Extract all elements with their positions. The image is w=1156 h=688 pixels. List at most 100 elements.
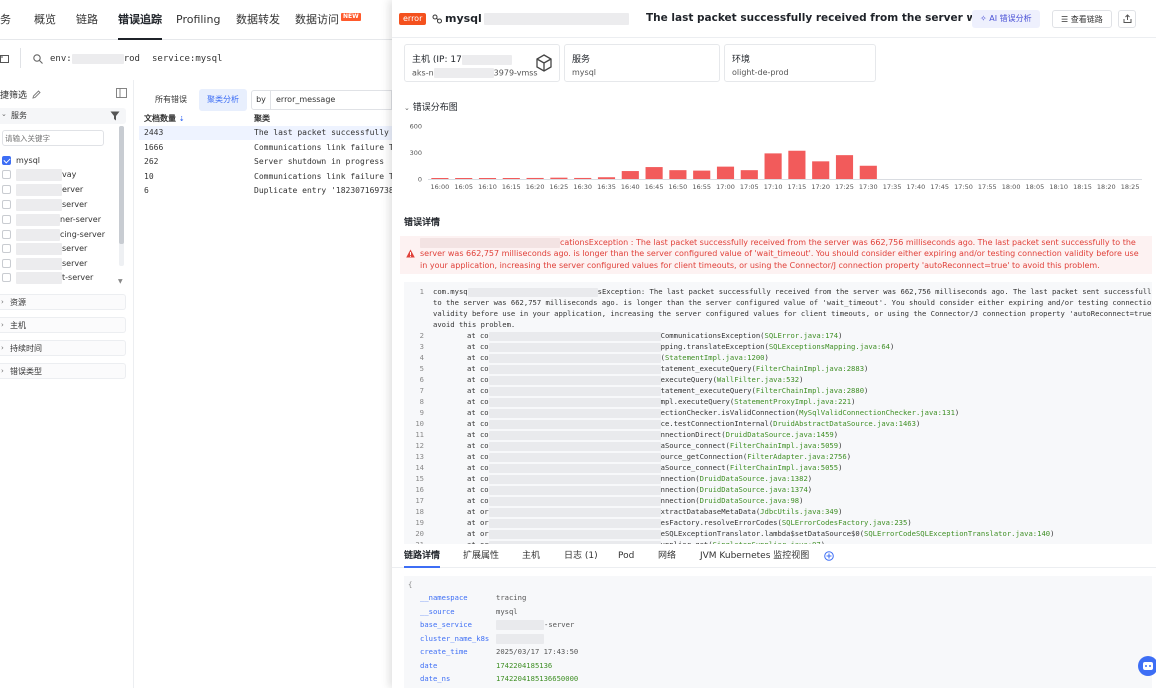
service-search-input[interactable] <box>2 130 104 146</box>
service-list-scrollbar[interactable] <box>119 126 124 266</box>
add-tab-icon[interactable] <box>824 551 834 561</box>
checkbox[interactable] <box>2 273 11 282</box>
chart-bar[interactable] <box>979 178 996 179</box>
chart-bar[interactable] <box>835 155 854 179</box>
chart-bar[interactable] <box>550 177 568 179</box>
service-option[interactable]: server <box>0 257 110 271</box>
sort-icon[interactable]: ⇣ <box>178 115 185 123</box>
chart-bar[interactable] <box>1098 178 1115 179</box>
chart-bar[interactable] <box>574 177 592 179</box>
service-option[interactable]: vay <box>0 168 110 182</box>
chart-bar[interactable] <box>1050 178 1067 179</box>
tab-jvm-kubernetes[interactable]: JVM Kubernetes 监控视图 <box>700 551 810 561</box>
chart-bar[interactable] <box>621 171 639 179</box>
tab-extended-attributes[interactable]: 扩展属性 <box>463 551 500 561</box>
table-row[interactable]: 2443 The last packet successfully rece <box>139 126 413 140</box>
tab-all-errors[interactable]: 所有错误 <box>155 95 187 104</box>
dist-section-header[interactable]: ⌄ 错误分布图 <box>404 100 458 113</box>
tab-logs[interactable]: 日志 (1) <box>564 551 598 561</box>
nav-item-overview[interactable]: 概览 <box>34 13 56 26</box>
view-trace-button[interactable]: ☰ 查看链路 <box>1052 10 1112 28</box>
nav-item-data-access[interactable]: 数据访问 NEW <box>295 0 361 40</box>
search-bar[interactable]: env: rod service:mysql <box>0 44 392 74</box>
service-option[interactable]: ner-server <box>0 213 110 227</box>
chart-bar[interactable] <box>455 178 473 179</box>
chart-bar[interactable] <box>1026 178 1043 179</box>
ai-analysis-button[interactable]: ✧ AI 错误分析 <box>972 10 1040 28</box>
filter-chip-service[interactable]: service:mysql <box>152 54 223 64</box>
code-text: at co ource_getConnection(FilterAdapter.j… <box>433 451 851 462</box>
chart-bar[interactable] <box>597 177 616 179</box>
filter-section-service[interactable]: ⌄ 服务 <box>0 108 126 124</box>
chart-bar[interactable] <box>502 178 520 179</box>
checkbox[interactable] <box>2 244 11 253</box>
chart-bar[interactable] <box>884 178 901 179</box>
nav-item-traces[interactable]: 链路 <box>76 13 98 26</box>
service-option[interactable]: erver <box>0 183 110 197</box>
checkbox[interactable] <box>2 259 11 268</box>
attribute-value: 1742204185136 <box>496 660 552 672</box>
chart-bar[interactable] <box>431 178 449 179</box>
chart-bar[interactable] <box>788 150 806 179</box>
table-row[interactable]: 1666 Communications link failure The l <box>139 141 413 155</box>
share-button[interactable] <box>1118 10 1136 28</box>
tab-network[interactable]: 网络 <box>658 551 677 561</box>
scrollbar-thumb[interactable] <box>119 126 124 244</box>
checkbox-checked[interactable] <box>2 156 11 165</box>
tab-host[interactable]: 主机 <box>522 551 541 561</box>
filter-section-error-type[interactable]: › 错误类型 <box>0 363 126 379</box>
filter-icon[interactable] <box>110 111 120 121</box>
service-option[interactable]: server <box>0 242 110 256</box>
chart-bar[interactable] <box>931 178 948 179</box>
chart-bar[interactable] <box>764 153 782 179</box>
chart-bar[interactable] <box>1074 178 1091 179</box>
chart-bar[interactable] <box>859 165 877 179</box>
chart-bar[interactable] <box>693 170 711 179</box>
filter-section-resource[interactable]: › 资源 <box>0 294 126 310</box>
service-search-field[interactable] <box>3 131 101 145</box>
checkbox[interactable] <box>2 200 11 209</box>
table-row[interactable]: 6 Duplicate entry '1823071697388343 <box>139 184 413 198</box>
x-tick-label: 18:20 <box>1097 183 1116 191</box>
service-option[interactable]: server <box>0 198 110 212</box>
chart-bar[interactable] <box>716 166 735 179</box>
nav-item-profiling[interactable]: Profiling <box>176 13 221 26</box>
collapse-panel-icon[interactable] <box>116 88 127 98</box>
table-row[interactable]: 10 Communications link failure The l <box>139 170 413 184</box>
chart-bar[interactable] <box>812 161 830 179</box>
scroll-down-icon[interactable]: ▼ <box>118 278 123 285</box>
line-number: 14 <box>415 463 424 472</box>
chart-bar[interactable] <box>526 177 544 179</box>
filter-chip-env[interactable]: env: rod <box>50 51 140 67</box>
checkbox[interactable] <box>2 185 11 194</box>
col-count-header[interactable]: 文档数量 ⇣ <box>144 112 185 126</box>
checkbox[interactable] <box>2 215 11 224</box>
checkbox[interactable] <box>2 230 11 239</box>
nav-item-error-tracking[interactable]: 错误追踪 <box>118 0 162 40</box>
service-option-mysql[interactable]: mysql <box>0 154 110 168</box>
tab-trace-details[interactable]: 链路详情 <box>404 544 441 568</box>
nav-item-data-forwarding[interactable]: 数据转发 <box>236 13 280 26</box>
chart-bar[interactable] <box>740 170 758 179</box>
filter-section-duration[interactable]: › 持续时间 <box>0 340 126 356</box>
service-option[interactable]: t-server <box>0 271 110 285</box>
chart-bar[interactable] <box>645 167 663 179</box>
chart-bar[interactable] <box>1003 178 1020 179</box>
group-by-select[interactable]: error_message <box>270 90 392 110</box>
nav-item-services[interactable]: 务 <box>0 13 11 26</box>
edit-icon[interactable] <box>32 90 41 99</box>
chart-bar[interactable] <box>669 170 687 179</box>
chart-bar[interactable] <box>955 178 972 179</box>
service-option[interactable]: cing-server <box>0 228 110 242</box>
chart-bar[interactable] <box>478 178 497 179</box>
save-icon[interactable] <box>0 54 10 64</box>
table-row[interactable]: 262 Server shutdown in progress <box>139 155 392 169</box>
chart-bar[interactable] <box>907 178 924 179</box>
chart-bar[interactable] <box>1122 178 1139 179</box>
checkbox[interactable] <box>2 170 11 179</box>
tab-cluster-analysis[interactable]: 聚类分析 <box>199 89 247 111</box>
tab-pod[interactable]: Pod <box>618 551 635 561</box>
assistant-float-button[interactable] <box>1138 656 1156 676</box>
frame-method: CommunicationsException( <box>660 331 765 340</box>
filter-section-host[interactable]: › 主机 <box>0 317 126 333</box>
